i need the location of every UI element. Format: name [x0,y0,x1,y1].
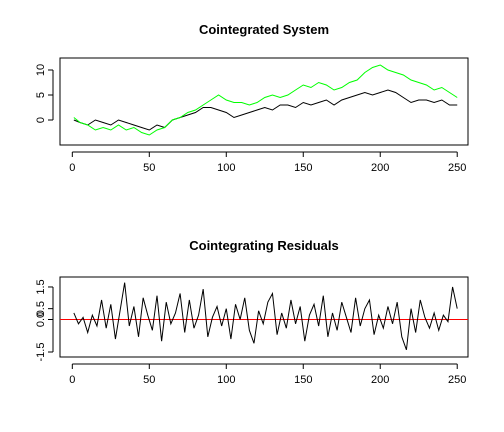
x-tick-label: 250 [448,162,466,174]
x-tick-label: 200 [371,162,389,174]
y-tick-label: 1.5 [35,279,47,294]
x-tick-label: 0 [69,162,75,174]
plot-box [59,276,469,358]
y-tick-label: 0.5 [35,301,47,316]
x-tick-label: 200 [371,374,389,386]
y-tick-label: 5 [35,92,47,98]
series-line [73,64,458,136]
x-tick-label: 50 [143,374,155,386]
chart-title: Cointegrating Residuals [189,238,339,253]
y-tick-label: 0 [35,117,47,123]
y-tick-label: 10 [35,64,47,76]
x-tick-label: 100 [217,162,235,174]
x-tick-label: 250 [448,374,466,386]
chart-title: Cointegrated System [199,22,329,37]
x-tick-label: 50 [143,162,155,174]
y-tick-label: -1.5 [35,343,47,362]
series-line [73,282,458,351]
x-tick-label: 100 [217,374,235,386]
y-tick-label: 0.0 [35,312,47,327]
plot-box [59,57,469,146]
x-tick-label: 0 [69,374,75,386]
x-tick-label: 150 [294,162,312,174]
x-tick-label: 150 [294,374,312,386]
series-line [73,89,458,131]
